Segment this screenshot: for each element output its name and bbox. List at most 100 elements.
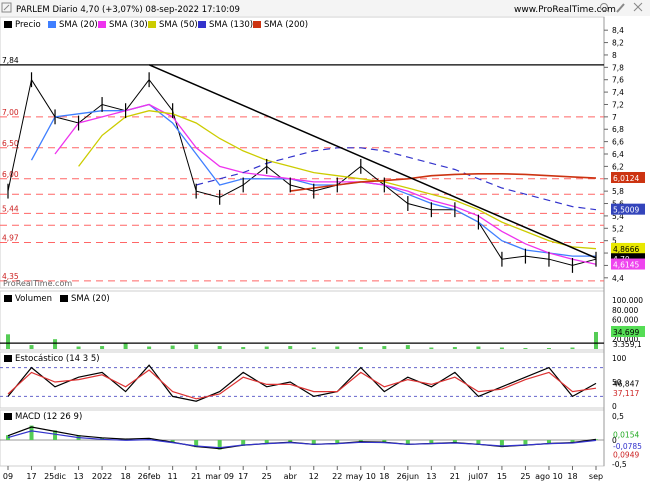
x-axis: 09 17 25dic 13 2022 18 26feb 11 21 mar 09 17 25 abr 1… bbox=[3, 466, 603, 481]
macd-y-tick-label: 0 bbox=[612, 436, 617, 445]
price-panel bbox=[0, 16, 605, 289]
level-label: 4,35 bbox=[2, 272, 19, 281]
y-tick-label: 7,4 bbox=[612, 88, 624, 97]
y-tick-label: 5,4 bbox=[612, 212, 624, 221]
legend-vol-sma: SMA (20) bbox=[71, 294, 110, 304]
volume-bar bbox=[29, 345, 34, 349]
x-tick-label: 15 bbox=[497, 472, 507, 481]
volume-bar bbox=[499, 347, 504, 349]
level-label: 5,44 bbox=[2, 204, 19, 213]
x-tick-label: ago 10 bbox=[535, 472, 563, 481]
y-tick-label: 6,6 bbox=[612, 138, 624, 147]
macd-hist-bar bbox=[452, 440, 457, 443]
site-url: www.ProRealTime.com bbox=[514, 5, 616, 15]
macd-hist-bar bbox=[476, 440, 481, 445]
volume-bar bbox=[288, 346, 293, 349]
series-line-precio bbox=[7, 78, 597, 266]
series-line-sma-50 bbox=[78, 110, 597, 250]
stoch-y-tick-label: 0 bbox=[612, 402, 617, 411]
x-tick-label: 17 bbox=[238, 472, 248, 481]
x-tick-label: 09 bbox=[3, 472, 13, 481]
stoch-y-tick-label: 50 bbox=[612, 378, 622, 387]
badge-sma130-bg bbox=[611, 203, 645, 215]
badge-sma50: 4,8666 bbox=[613, 245, 639, 254]
legend-price: Precio bbox=[15, 20, 41, 30]
stoch-line-k bbox=[7, 364, 597, 402]
macd-hist-bar bbox=[217, 440, 222, 450]
legend-swatch-sma200 bbox=[253, 21, 261, 28]
volume-y-tick-label: 60.000 bbox=[612, 316, 638, 325]
volume-bar bbox=[311, 347, 316, 349]
resize-icon[interactable] bbox=[1, 2, 12, 13]
macd-hist-bar bbox=[499, 440, 504, 448]
legend-sma50: SMA (50) bbox=[159, 20, 198, 30]
level-label: 7,00 bbox=[2, 108, 19, 117]
volume-bar bbox=[76, 346, 81, 349]
x-tick-label: 13 bbox=[426, 472, 436, 481]
x-tick-label: 25dic bbox=[44, 472, 66, 481]
wrench-icon[interactable] bbox=[616, 3, 625, 13]
badge-macd-hist: 0,0949 bbox=[613, 451, 639, 460]
y-tick-label: 8,4 bbox=[612, 26, 624, 35]
volume-bar bbox=[594, 331, 598, 349]
volume-bar bbox=[241, 347, 246, 349]
x-tick-label: 25 bbox=[262, 472, 272, 481]
x-tick-label: 21 bbox=[191, 472, 201, 481]
badge-sma200-bg bbox=[611, 171, 645, 183]
badge-volume-bg bbox=[611, 325, 645, 337]
legend-swatch-sma50 bbox=[148, 21, 156, 28]
y-tick-label: 6,8 bbox=[612, 125, 624, 134]
macd-hist-bar bbox=[53, 430, 58, 440]
macd-hist-bar bbox=[429, 440, 434, 444]
macd-legend: MACD (12 26 9) bbox=[4, 412, 82, 422]
volume-bar bbox=[264, 346, 269, 349]
legend-macd: MACD (12 26 9) bbox=[15, 412, 82, 422]
x-tick-label: mar 09 bbox=[205, 472, 234, 481]
volume-bar bbox=[53, 339, 58, 349]
macd-y-tick-label: -0,5 bbox=[612, 460, 627, 469]
badge-volume: 34.699 bbox=[613, 328, 639, 337]
badge-macd-signal: -0,0785 bbox=[613, 442, 642, 451]
volume-bar bbox=[570, 347, 575, 349]
chart-title: PARLEM Diario 4,70 (+3,07%) 08-sep-2022 … bbox=[16, 5, 240, 15]
badge-sma30-bg bbox=[611, 258, 645, 270]
y-tick-label: 8,2 bbox=[612, 39, 624, 48]
price-legend: Precio SMA (20) SMA (30) SMA (50) SMA (1… bbox=[2, 18, 314, 30]
volume-bar bbox=[123, 343, 128, 349]
macd-hist-bar bbox=[523, 440, 528, 446]
x-tick-label: 26jun bbox=[397, 472, 420, 481]
level-label: 6,00 bbox=[2, 170, 19, 179]
volume-y-tick-label: 20.000 bbox=[612, 335, 638, 344]
close-icon[interactable] bbox=[633, 2, 643, 12]
volume-bar bbox=[217, 346, 222, 349]
x-tick-label: 25 bbox=[520, 472, 530, 481]
volume-bar bbox=[405, 345, 410, 349]
x-tick-label: 13 bbox=[73, 472, 83, 481]
x-tick-label: 17 bbox=[26, 472, 36, 481]
y-tick-label: 7,8 bbox=[612, 63, 624, 72]
stochastic-legend: Estocástico (14 3 5) bbox=[4, 354, 100, 364]
x-tick-label: sep bbox=[589, 472, 603, 481]
volume-bar bbox=[476, 346, 481, 349]
volume-bar bbox=[382, 346, 387, 349]
x-tick-label: 11 bbox=[168, 472, 178, 481]
legend-sma130: SMA (130) bbox=[209, 20, 253, 30]
stoch-y-tick-label: 100 bbox=[612, 354, 627, 363]
badge-stoch-d: 37,117 bbox=[613, 389, 639, 398]
series-line-sma-30 bbox=[54, 103, 597, 265]
volume-bar bbox=[194, 344, 199, 349]
badge-volume-sma: 3.359,1 bbox=[613, 340, 642, 349]
macd-hist-bar bbox=[170, 440, 175, 443]
legend-volumen: Volumen bbox=[15, 294, 52, 304]
volume-bar bbox=[100, 346, 105, 349]
level-label: 4,97 bbox=[2, 234, 19, 243]
series-line-sma-130 bbox=[196, 147, 597, 211]
y-tick-label: 5 bbox=[612, 237, 617, 246]
zoom-icon[interactable] bbox=[600, 3, 610, 13]
x-tick-label: 2022 bbox=[92, 472, 112, 481]
macd-hist-bar bbox=[382, 440, 387, 443]
volume-y-tick-label: 80.000 bbox=[612, 306, 638, 315]
